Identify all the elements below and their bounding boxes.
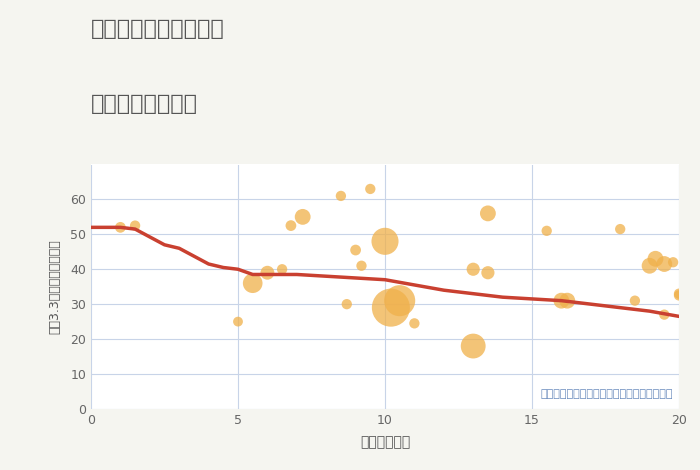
X-axis label: 駅距離（分）: 駅距離（分） (360, 435, 410, 449)
Point (482, 269, 493, 276)
Point (297, 213, 308, 220)
Point (409, 320, 420, 327)
Point (541, 227, 552, 235)
Point (673, 292, 685, 299)
Point (659, 311, 670, 318)
Point (482, 210, 493, 217)
Point (650, 255, 661, 263)
Point (286, 222, 297, 229)
Y-axis label: 坪（3.3㎡）単価（万円）: 坪（3.3㎡）単価（万円） (49, 239, 62, 334)
Text: 駅距離別土地価格: 駅距離別土地価格 (91, 94, 198, 114)
Point (130, 222, 141, 229)
Point (232, 318, 244, 325)
Point (247, 280, 258, 287)
Point (659, 260, 670, 268)
Point (644, 262, 655, 269)
Point (468, 266, 479, 273)
Text: 円の大きさは、取引のあった物件面積を示す: 円の大きさは、取引のあった物件面積を示す (540, 389, 673, 399)
Point (356, 262, 367, 269)
Point (629, 297, 641, 305)
Point (668, 258, 679, 266)
Point (115, 224, 126, 231)
Point (394, 297, 405, 305)
Point (561, 297, 573, 305)
Point (276, 266, 288, 273)
Point (262, 269, 273, 276)
Point (615, 225, 626, 233)
Point (341, 300, 352, 308)
Point (468, 342, 479, 350)
Point (673, 290, 685, 298)
Point (385, 304, 396, 312)
Text: 奈良県奈良市六条町の: 奈良県奈良市六条町の (91, 19, 225, 39)
Point (379, 237, 391, 245)
Point (556, 297, 567, 305)
Point (365, 185, 376, 193)
Point (335, 192, 346, 200)
Point (350, 246, 361, 254)
